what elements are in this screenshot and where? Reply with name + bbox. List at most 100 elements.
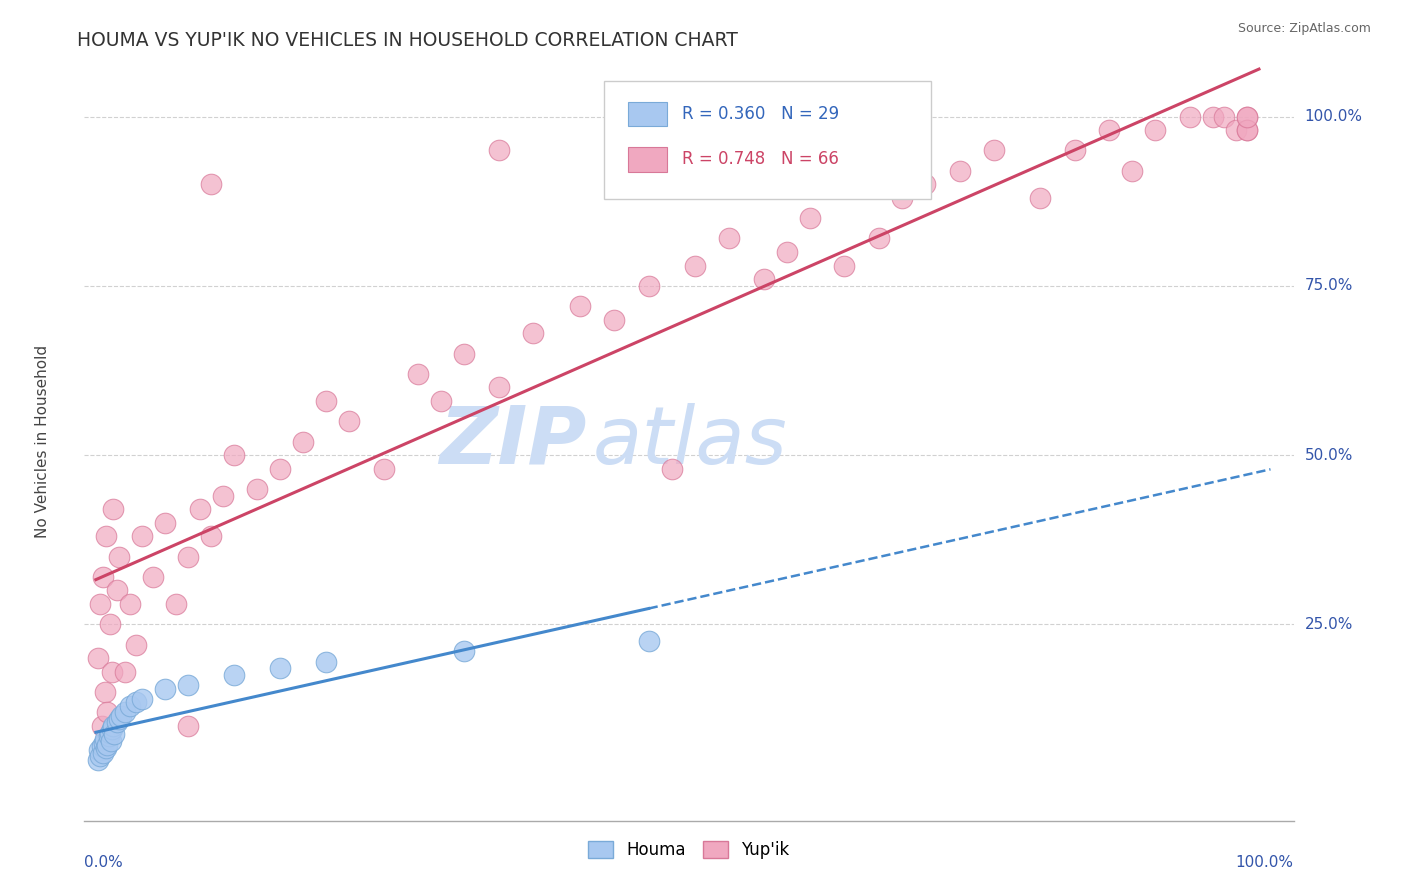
Point: [1063, 144, 1085, 158]
Point: [153, 516, 176, 530]
Point: [97, 729, 120, 743]
Point: [100, 733, 122, 747]
Point: [222, 448, 245, 462]
Point: [96, 529, 118, 543]
Point: [101, 719, 124, 733]
Point: [683, 259, 706, 273]
Text: 0.0%: 0.0%: [84, 855, 124, 870]
Point: [96, 740, 118, 755]
Point: [1144, 123, 1167, 137]
Text: 75.0%: 75.0%: [1305, 278, 1353, 293]
Point: [661, 461, 683, 475]
Point: [269, 461, 291, 475]
Point: [87, 753, 110, 767]
Point: [110, 708, 132, 723]
Point: [105, 583, 128, 598]
Point: [522, 326, 544, 341]
Point: [834, 259, 856, 273]
Point: [200, 529, 222, 543]
Point: [200, 178, 222, 192]
Point: [718, 231, 741, 245]
Point: [91, 746, 114, 760]
Point: [166, 597, 188, 611]
Point: [337, 414, 360, 428]
Point: [1202, 110, 1225, 124]
Point: [177, 678, 200, 692]
Point: [188, 502, 211, 516]
Text: 50.0%: 50.0%: [1305, 448, 1353, 463]
Point: [315, 393, 337, 408]
Point: [101, 723, 124, 737]
Point: [90, 719, 112, 733]
Point: [94, 732, 117, 747]
Point: [315, 655, 337, 669]
Point: [94, 685, 117, 699]
Bar: [628, 147, 668, 171]
Point: [914, 178, 936, 192]
Point: [105, 715, 128, 730]
Point: [603, 312, 626, 326]
Text: R = 0.360   N = 29: R = 0.360 N = 29: [682, 105, 839, 123]
Point: [637, 634, 659, 648]
Point: [637, 278, 659, 293]
Point: [108, 549, 131, 564]
Point: [1236, 110, 1258, 124]
Point: [1236, 123, 1258, 137]
Point: [96, 738, 118, 752]
Point: [1121, 163, 1143, 178]
Point: [89, 742, 111, 756]
Point: [131, 529, 153, 543]
Point: [90, 739, 112, 754]
Point: [453, 644, 475, 658]
Text: atlas: atlas: [592, 402, 787, 481]
Point: [1178, 110, 1201, 124]
Point: [211, 489, 233, 503]
Point: [776, 244, 799, 259]
Text: Source: ZipAtlas.com: Source: ZipAtlas.com: [1237, 22, 1371, 36]
Text: HOUMA VS YUP'IK NO VEHICLES IN HOUSEHOLD CORRELATION CHART: HOUMA VS YUP'IK NO VEHICLES IN HOUSEHOLD…: [77, 31, 738, 50]
Point: [1029, 191, 1052, 205]
Point: [89, 597, 111, 611]
Point: [142, 570, 165, 584]
Text: 25.0%: 25.0%: [1305, 617, 1353, 632]
Point: [96, 706, 118, 720]
Legend: Houma, Yup'ik: Houma, Yup'ik: [582, 834, 796, 865]
Text: R = 0.748   N = 66: R = 0.748 N = 66: [682, 151, 838, 169]
Point: [114, 706, 136, 720]
Point: [868, 231, 890, 245]
Point: [752, 272, 775, 286]
Point: [799, 211, 821, 226]
Point: [101, 502, 124, 516]
Point: [93, 736, 115, 750]
Point: [120, 698, 142, 713]
Point: [89, 749, 111, 764]
Point: [108, 712, 131, 726]
Text: 100.0%: 100.0%: [1236, 855, 1294, 870]
Point: [891, 191, 914, 205]
Point: [1236, 110, 1258, 124]
Point: [948, 163, 970, 178]
Point: [983, 144, 1005, 158]
Point: [131, 691, 153, 706]
Point: [1236, 123, 1258, 137]
Text: ZIP: ZIP: [439, 402, 586, 481]
Point: [269, 661, 291, 675]
Point: [222, 668, 245, 682]
Point: [120, 597, 142, 611]
Point: [568, 299, 591, 313]
Point: [430, 393, 453, 408]
Point: [408, 367, 430, 381]
Point: [488, 380, 510, 394]
Point: [1213, 110, 1236, 124]
Point: [114, 665, 136, 679]
Point: [488, 144, 510, 158]
Point: [91, 570, 114, 584]
Point: [103, 727, 125, 741]
Point: [87, 651, 110, 665]
Point: [1098, 123, 1121, 137]
Point: [125, 638, 148, 652]
Point: [101, 665, 124, 679]
Point: [153, 681, 176, 696]
Point: [246, 482, 269, 496]
Text: 100.0%: 100.0%: [1305, 109, 1362, 124]
